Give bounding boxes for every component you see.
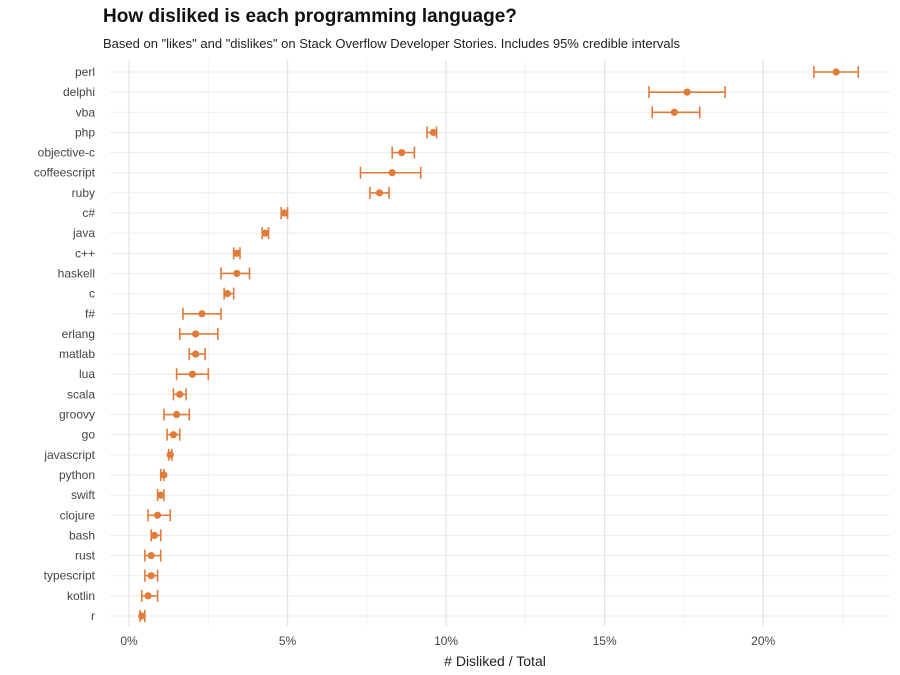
point-estimate bbox=[172, 410, 181, 419]
language-coffeescript bbox=[359, 166, 422, 179]
y-tick-label: clojure bbox=[60, 508, 96, 522]
language-rust bbox=[144, 549, 162, 562]
y-tick-label: python bbox=[59, 468, 95, 482]
language-erlang bbox=[178, 327, 219, 340]
y-tick-label: delphi bbox=[63, 85, 95, 99]
y-tick-label: kotlin bbox=[67, 589, 95, 603]
point-estimate bbox=[192, 350, 200, 358]
y-tick-label: rust bbox=[75, 549, 96, 563]
y-tick-label: c bbox=[89, 287, 95, 301]
language-scala bbox=[172, 388, 187, 401]
point-estimate bbox=[223, 290, 231, 298]
y-tick-label: swift bbox=[71, 488, 96, 502]
point-estimate bbox=[388, 169, 396, 177]
y-tick-label: r bbox=[91, 609, 95, 623]
language-c# bbox=[280, 207, 289, 220]
language-perl bbox=[813, 66, 860, 78]
y-tick-label: javascript bbox=[43, 448, 95, 462]
point-estimate bbox=[153, 511, 162, 519]
point-estimate bbox=[398, 148, 406, 157]
y-tick-label: lua bbox=[79, 367, 95, 381]
point-estimate bbox=[160, 471, 168, 479]
y-tick-label: groovy bbox=[59, 408, 95, 422]
point-estimate bbox=[375, 189, 384, 197]
point-estimate bbox=[176, 390, 184, 398]
point-estimate bbox=[157, 491, 165, 499]
y-tick-label: php bbox=[75, 125, 95, 139]
language-c++ bbox=[232, 247, 241, 260]
language-r bbox=[138, 610, 146, 622]
point-estimate bbox=[233, 269, 241, 278]
language-lua bbox=[175, 368, 210, 381]
language-java bbox=[261, 227, 270, 240]
chart-title: How disliked is each programming languag… bbox=[103, 6, 517, 27]
y-tick-label: go bbox=[82, 428, 96, 442]
x-tick-label: 5% bbox=[279, 634, 297, 648]
y-tick-label: ruby bbox=[72, 186, 95, 200]
y-tick-label: coffeescript bbox=[34, 166, 96, 180]
point-estimate bbox=[261, 229, 269, 237]
y-axis-labels: perl delphi vba php objective-c coffeescript r… bbox=[34, 65, 96, 623]
point-estimate bbox=[832, 68, 840, 76]
y-tick-label: perl bbox=[75, 65, 95, 79]
point-estimate bbox=[150, 531, 158, 540]
point-estimate bbox=[188, 370, 197, 378]
language-objective-c bbox=[391, 146, 416, 159]
y-tick-label: c++ bbox=[75, 246, 95, 260]
y-tick-label: matlab bbox=[59, 347, 95, 361]
language-kotlin bbox=[140, 589, 159, 602]
x-tick-label: 0% bbox=[120, 634, 138, 648]
language-typescript bbox=[144, 569, 159, 582]
y-tick-label: objective-c bbox=[38, 146, 95, 160]
y-tick-label: erlang bbox=[62, 327, 95, 341]
language-python bbox=[159, 468, 168, 481]
x-axis-title: # Disliked / Total bbox=[444, 653, 546, 669]
language-ruby bbox=[369, 186, 390, 199]
y-tick-label: java bbox=[72, 226, 95, 240]
point-estimate bbox=[280, 209, 288, 217]
x-axis-labels: 0% 5% 10% 15% 20% bbox=[120, 634, 775, 648]
point-estimate bbox=[670, 108, 678, 116]
y-tick-label: vba bbox=[76, 105, 96, 119]
language-php bbox=[426, 126, 438, 139]
y-tick-label: bash bbox=[69, 528, 95, 542]
language-go bbox=[166, 428, 181, 441]
point-estimate bbox=[147, 551, 155, 560]
point-estimate bbox=[166, 451, 174, 459]
x-tick-label: 15% bbox=[593, 634, 617, 648]
language-f# bbox=[182, 307, 222, 320]
y-tick-label: scala bbox=[67, 387, 95, 401]
x-tick-label: 20% bbox=[751, 634, 775, 648]
y-tick-label: f# bbox=[85, 307, 95, 321]
data-marks bbox=[138, 66, 860, 622]
point-estimate bbox=[192, 330, 200, 338]
y-tick-label: typescript bbox=[44, 569, 96, 583]
language-javascript bbox=[166, 448, 174, 461]
language-swift bbox=[156, 489, 165, 502]
language-c bbox=[223, 287, 235, 300]
point-estimate bbox=[138, 612, 146, 620]
point-estimate bbox=[147, 572, 155, 580]
language-groovy bbox=[163, 408, 191, 421]
language-delphi bbox=[648, 86, 726, 99]
language-bash bbox=[150, 529, 162, 542]
gridlines bbox=[110, 60, 890, 626]
y-tick-label: c# bbox=[82, 206, 95, 220]
language-clojure bbox=[147, 509, 172, 522]
point-estimate bbox=[233, 249, 241, 257]
point-estimate bbox=[429, 128, 438, 137]
language-haskell bbox=[220, 267, 251, 280]
language-vba bbox=[651, 106, 701, 119]
chart-subtitle: Based on "likes" and "dislikes" on Stack… bbox=[103, 36, 681, 51]
language-matlab bbox=[188, 348, 206, 361]
point-estimate bbox=[144, 592, 152, 600]
point-estimate bbox=[169, 431, 178, 439]
point-estimate bbox=[198, 310, 206, 318]
point-estimate bbox=[683, 88, 691, 96]
y-tick-label: haskell bbox=[58, 266, 95, 280]
x-tick-label: 10% bbox=[434, 634, 458, 648]
